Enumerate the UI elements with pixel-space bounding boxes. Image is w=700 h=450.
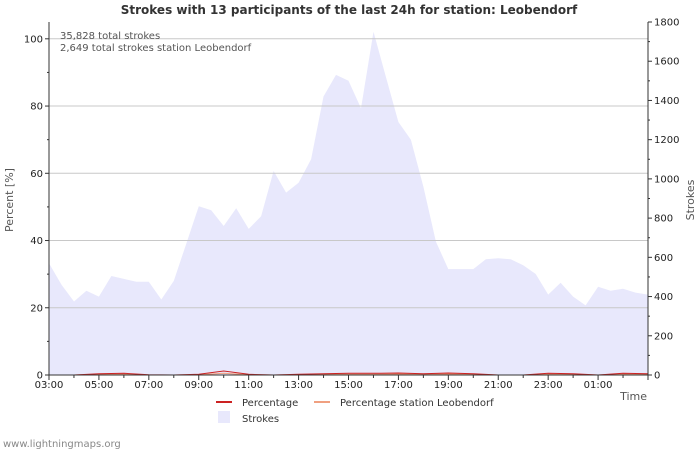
x-tick-label: 05:00 <box>85 380 114 391</box>
y-right-tick-label: 400 <box>654 292 673 303</box>
y-right-axis-title: Strokes <box>684 179 697 220</box>
y-left-tick-label: 80 <box>30 102 43 113</box>
y-right-tick-label: 1400 <box>654 96 679 107</box>
y-left-tick-label: 100 <box>24 34 43 45</box>
x-tick-label: 11:00 <box>234 380 263 391</box>
y-left-tick-label: 40 <box>30 236 43 247</box>
x-tick-label: 13:00 <box>284 380 313 391</box>
x-tick-label: 07:00 <box>134 380 163 391</box>
x-tick-label: 09:00 <box>184 380 213 391</box>
station-strokes-note: 2,649 total strokes station Leobendorf <box>60 43 252 54</box>
y-left-tick-label: 20 <box>30 303 43 314</box>
y-right-tick-label: 800 <box>654 214 673 225</box>
x-tick-label: 17:00 <box>384 380 413 391</box>
strokes-area <box>49 31 648 376</box>
plot-area: 0204060801000200400600800100012001400160… <box>24 18 680 392</box>
legend-percentage-label: Percentage <box>242 398 298 409</box>
x-tick-label: 19:00 <box>434 380 463 391</box>
y-right-tick-label: 0 <box>654 371 660 382</box>
y-left-axis-title: Percent [%] <box>3 168 16 232</box>
legend-strokes-swatch <box>218 411 230 423</box>
chart-title: Strokes with 13 participants of the last… <box>121 3 578 17</box>
x-axis-title: Time <box>619 390 647 403</box>
y-right-tick-label: 600 <box>654 253 673 264</box>
y-right-tick-label: 1200 <box>654 135 679 146</box>
x-tick-label: 23:00 <box>534 380 563 391</box>
y-right-tick-label: 1800 <box>654 18 679 29</box>
y-right-tick-label: 200 <box>654 331 673 342</box>
y-right-tick-label: 1000 <box>654 174 679 185</box>
total-strokes-note: 35,828 total strokes <box>60 31 160 42</box>
y-left-tick-label: 60 <box>30 169 43 180</box>
y-right-tick-label: 1600 <box>654 57 679 68</box>
x-tick-label: 03:00 <box>35 380 64 391</box>
credit-text: www.lightningmaps.org <box>3 439 121 450</box>
legend-strokes-label: Strokes <box>242 414 279 425</box>
x-tick-label: 21:00 <box>484 380 513 391</box>
x-tick-label: 15:00 <box>334 380 363 391</box>
x-tick-label: 01:00 <box>584 380 613 391</box>
y-left-tick-label: 0 <box>37 371 43 382</box>
legend-station-label: Percentage station Leobendorf <box>340 398 494 409</box>
